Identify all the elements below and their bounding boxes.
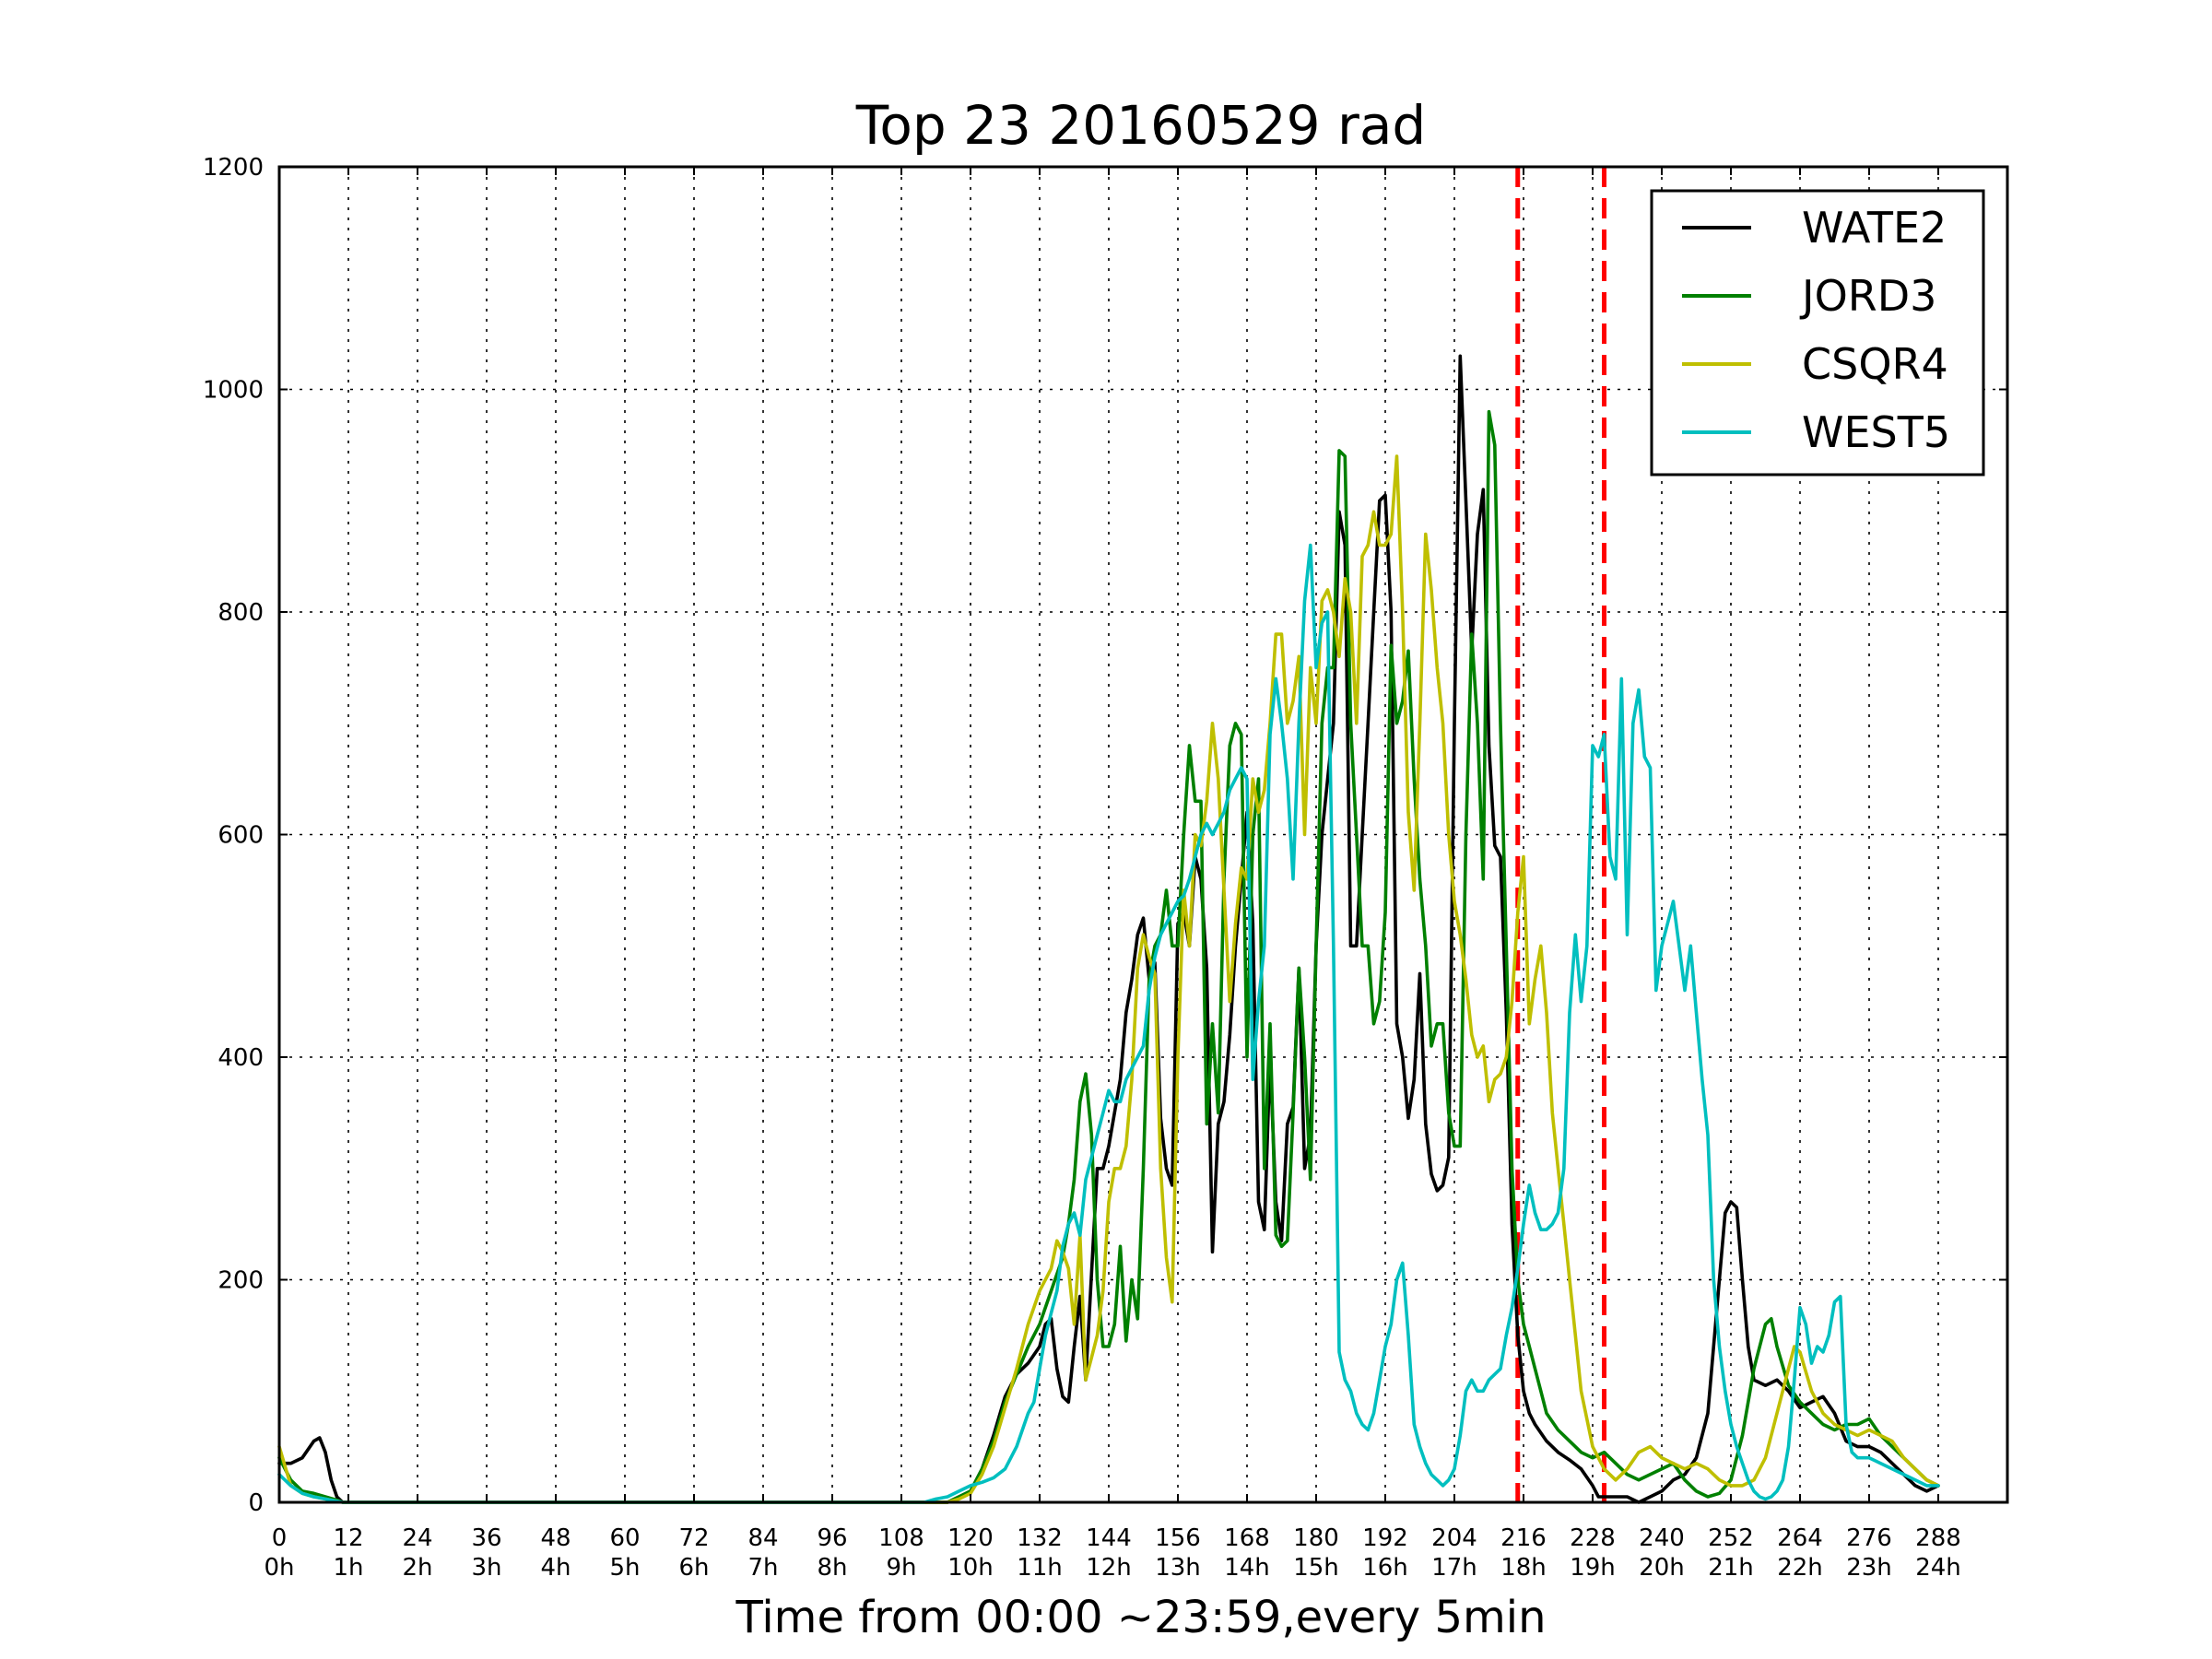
x-tick-label: 36: [471, 1524, 501, 1552]
x-tick-label: 204: [1431, 1524, 1477, 1552]
legend-entries: WATE2 JORD3 CSQR4 WEST5: [1682, 203, 1950, 457]
x-tick-label: 156: [1155, 1524, 1201, 1552]
x-tick-label: 252: [1708, 1524, 1754, 1552]
x-tick-hour-label: 5h: [609, 1554, 640, 1582]
x-tick-label: 192: [1362, 1524, 1408, 1552]
x-tick-hour-label: 11h: [1017, 1554, 1063, 1582]
x-tick-hour-label: 19h: [1570, 1554, 1616, 1582]
x-tick-label: 288: [1915, 1524, 1961, 1552]
x-tick-label: 216: [1500, 1524, 1547, 1552]
x-tick-label: 228: [1570, 1524, 1616, 1552]
legend-label: JORD3: [1799, 271, 1936, 321]
legend-box: [1650, 189, 1985, 477]
x-tick-hour-label: 24h: [1915, 1554, 1961, 1582]
x-tick-label: 168: [1224, 1524, 1270, 1552]
x-tick-label: 120: [947, 1524, 994, 1552]
x-tick-label: 144: [1086, 1524, 1132, 1552]
x-tick-label: 240: [1639, 1524, 1685, 1552]
x-tick-hour-label: 14h: [1224, 1554, 1270, 1582]
x-axis-label: Time from 00:00 ~23:59,every 5min: [735, 1592, 1547, 1643]
y-tick-label: 1200: [203, 154, 264, 182]
x-tick-hour-label: 20h: [1639, 1554, 1685, 1582]
x-tick-hour-label: 22h: [1777, 1554, 1823, 1582]
x-tick-label: 180: [1293, 1524, 1339, 1552]
x-tick-hour-label: 15h: [1293, 1554, 1339, 1582]
x-tick-hour-label: 2h: [402, 1554, 432, 1582]
x-tick-hour-label: 10h: [947, 1554, 994, 1582]
y-tick-labels: 0 200 400 600 800 1000 1200: [203, 154, 264, 1517]
x-tick-label: 264: [1777, 1524, 1823, 1552]
x-tick-hour-label: 8h: [817, 1554, 847, 1582]
legend: WATE2 JORD3 CSQR4 WEST5: [1650, 189, 1985, 477]
y-tick-label: 800: [218, 599, 264, 627]
x-tick-hour-label: 7h: [747, 1554, 778, 1582]
series-line-csqr4: [277, 454, 1940, 1504]
y-tick-label: 0: [248, 1489, 264, 1517]
x-tick-label: 108: [878, 1524, 924, 1552]
x-tick-hour-label: 17h: [1431, 1554, 1477, 1582]
series-lines: [277, 354, 1940, 1504]
y-tick-label: 400: [218, 1044, 264, 1072]
x-tick-hour-label: 21h: [1708, 1554, 1754, 1582]
x-tick-label: 84: [747, 1524, 778, 1552]
x-tick-hour-label: 0h: [264, 1554, 294, 1582]
legend-label: WEST5: [1802, 407, 1950, 457]
y-tick-label: 200: [218, 1267, 264, 1295]
x-tick-hour-label: 6h: [678, 1554, 709, 1582]
y-tick-label: 1000: [203, 377, 264, 405]
series-line-west5: [277, 543, 1940, 1504]
x-tick-hour-label: 1h: [333, 1554, 363, 1582]
y-tick-label: 600: [218, 822, 264, 850]
x-tick-hour-label: 18h: [1500, 1554, 1547, 1582]
x-tick-label: 96: [817, 1524, 847, 1552]
x-tick-label: 276: [1846, 1524, 1892, 1552]
legend-label: CSQR4: [1802, 339, 1948, 389]
x-tick-hour-label: 16h: [1362, 1554, 1408, 1582]
x-tick-label: 24: [402, 1524, 432, 1552]
x-tick-hour-label: 3h: [471, 1554, 501, 1582]
x-tick-label: 48: [540, 1524, 571, 1552]
x-tick-label: 72: [678, 1524, 709, 1552]
x-tick-hour-label: 4h: [540, 1554, 571, 1582]
series-line-wate2: [277, 354, 1940, 1504]
x-tick-label: 0: [272, 1524, 288, 1552]
ticks: [278, 166, 2007, 1503]
x-tick-hour-label: 9h: [886, 1554, 916, 1582]
chart-title: Top 23 20160529 rad: [855, 94, 1426, 157]
x-tick-label: 132: [1017, 1524, 1063, 1552]
x-tick-hour-label: 23h: [1846, 1554, 1892, 1582]
x-tick-hour-label: 12h: [1086, 1554, 1132, 1582]
x-tick-label: 12: [333, 1524, 363, 1552]
x-tick-hour-label: 13h: [1155, 1554, 1201, 1582]
series-line-jord3: [277, 409, 1940, 1504]
x-tick-label: 60: [609, 1524, 640, 1552]
legend-label: WATE2: [1802, 203, 1947, 253]
